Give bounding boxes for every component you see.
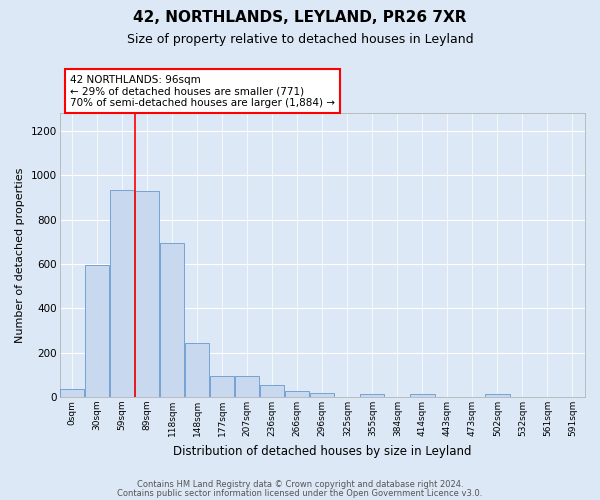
Text: Contains public sector information licensed under the Open Government Licence v3: Contains public sector information licen… bbox=[118, 488, 482, 498]
Bar bbox=[110, 190, 134, 397]
Bar bbox=[235, 376, 259, 397]
Bar bbox=[60, 390, 84, 397]
Bar bbox=[210, 376, 235, 397]
Y-axis label: Number of detached properties: Number of detached properties bbox=[15, 168, 25, 343]
Bar bbox=[185, 343, 209, 397]
X-axis label: Distribution of detached houses by size in Leyland: Distribution of detached houses by size … bbox=[173, 444, 472, 458]
Text: Contains HM Land Registry data © Crown copyright and database right 2024.: Contains HM Land Registry data © Crown c… bbox=[137, 480, 463, 489]
Bar bbox=[410, 394, 434, 397]
Bar bbox=[85, 265, 109, 397]
Bar bbox=[485, 394, 509, 397]
Text: 42 NORTHLANDS: 96sqm
← 29% of detached houses are smaller (771)
70% of semi-deta: 42 NORTHLANDS: 96sqm ← 29% of detached h… bbox=[70, 74, 335, 108]
Bar bbox=[310, 393, 334, 397]
Bar bbox=[135, 191, 159, 397]
Bar bbox=[160, 243, 184, 397]
Bar bbox=[285, 392, 310, 397]
Text: 42, NORTHLANDS, LEYLAND, PR26 7XR: 42, NORTHLANDS, LEYLAND, PR26 7XR bbox=[133, 10, 467, 25]
Text: Size of property relative to detached houses in Leyland: Size of property relative to detached ho… bbox=[127, 32, 473, 46]
Bar bbox=[260, 386, 284, 397]
Bar bbox=[360, 394, 385, 397]
